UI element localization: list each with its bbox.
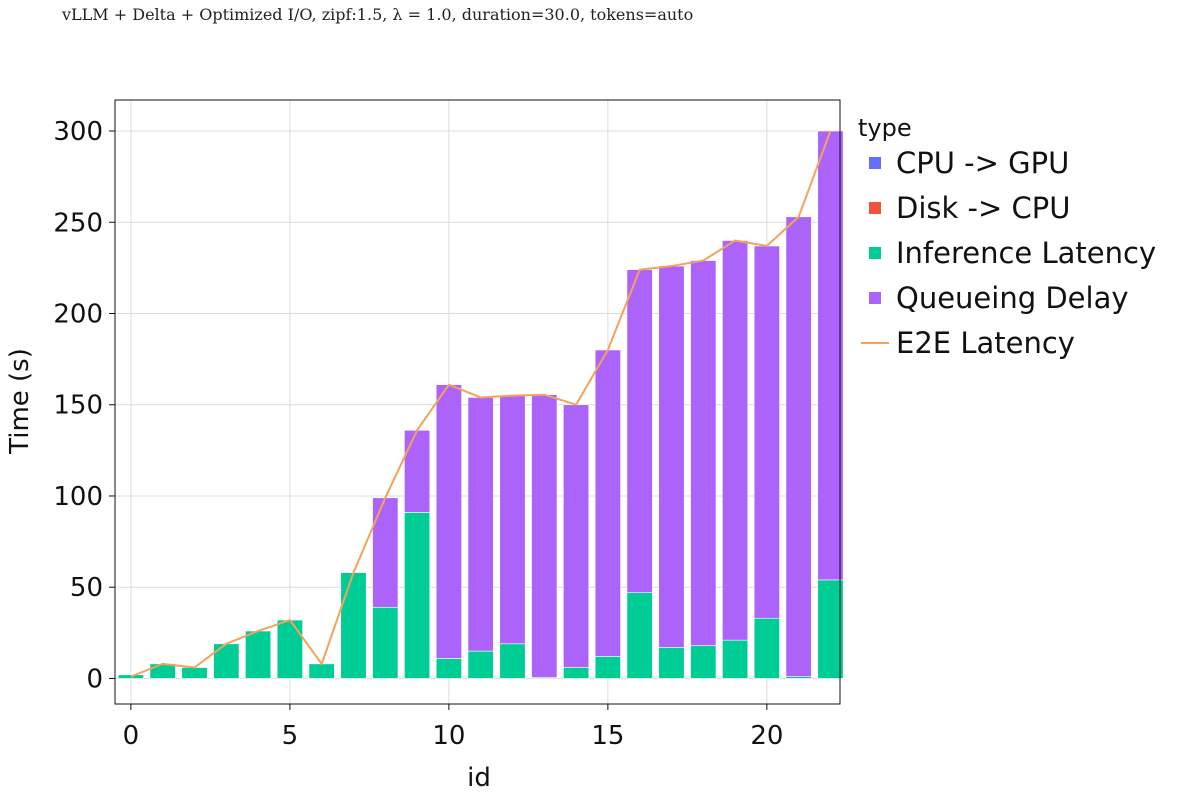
bar-queueing-delay — [658, 265, 685, 648]
bar-inference-latency — [467, 650, 494, 679]
legend: type CPU -> GPU Disk -> CPU Inference Laten… — [858, 114, 1156, 360]
bar-inference-latency — [753, 617, 780, 679]
x-tick-label: 20 — [750, 721, 783, 751]
bar-inference-latency — [817, 579, 844, 679]
y-tick-label: 100 — [53, 482, 103, 512]
bar-queueing-delay — [753, 245, 780, 619]
plot-frame — [114, 99, 841, 705]
x-tick-label: 0 — [123, 721, 140, 751]
legend-swatch — [869, 202, 881, 214]
y-tick-label: 250 — [53, 208, 103, 238]
bar-inference-latency — [181, 667, 208, 679]
bars — [117, 130, 844, 679]
bar-queueing-delay — [722, 240, 749, 641]
bar-queueing-delay — [435, 384, 462, 659]
y-tick-label: 150 — [53, 391, 103, 421]
bar-queueing-delay — [499, 395, 526, 645]
bar-inference-latency — [213, 643, 240, 679]
bar-queueing-delay — [404, 429, 431, 513]
y-tick-label: 0 — [86, 664, 103, 694]
bar-queueing-delay — [372, 497, 399, 608]
bar-queueing-delay — [626, 269, 653, 593]
x-tick-label: 10 — [432, 721, 465, 751]
legend-swatch — [869, 157, 881, 169]
bar-inference-latency — [563, 667, 590, 679]
y-axis-label: Time (s) — [5, 348, 35, 455]
legend-label: Inference Latency — [896, 236, 1156, 270]
bar-inference-latency — [340, 572, 367, 679]
legend-label: Disk -> CPU — [896, 191, 1070, 225]
bar-inference-latency — [276, 619, 303, 679]
bar-inference-latency — [404, 512, 431, 679]
bar-queueing-delay — [690, 260, 717, 646]
y-ticks: 0 50 100 150 200 250 300 — [53, 117, 115, 694]
bar-queueing-delay — [467, 397, 494, 652]
bar-inference-latency — [499, 643, 526, 679]
bar-inference-latency — [435, 658, 462, 679]
y-tick-label: 300 — [53, 117, 103, 147]
bar-queueing-delay — [531, 394, 558, 678]
y-tick-label: 200 — [53, 299, 103, 329]
legend-label: CPU -> GPU — [896, 146, 1069, 180]
bar-queueing-delay — [563, 404, 590, 668]
bar-inference-latency — [149, 663, 176, 679]
legend-label: Queueing Delay — [896, 281, 1129, 315]
legend-title: type — [858, 114, 912, 142]
bar-queueing-delay — [785, 216, 812, 677]
line-layer — [130, 130, 832, 678]
legend-swatch — [869, 247, 881, 259]
chart-title: vLLM + Delta + Optimized I/O, zipf:1.5, … — [61, 5, 693, 24]
bar-inference-latency — [722, 639, 749, 679]
line-e2e-latency — [130, 130, 832, 678]
bar-inference-latency — [626, 592, 653, 679]
bar-inference-latency — [658, 647, 685, 679]
bar-inference-latency — [690, 645, 717, 679]
bar-inference-latency — [372, 606, 399, 679]
x-tick-label: 15 — [591, 721, 624, 751]
legend-label: E2E Latency — [896, 326, 1075, 360]
x-axis-label: id — [467, 763, 491, 793]
bar-queueing-delay — [817, 130, 844, 581]
bar-inference-latency — [594, 656, 621, 679]
x-tick-label: 5 — [282, 721, 299, 751]
bar-queueing-delay — [594, 349, 621, 657]
y-tick-label: 50 — [70, 573, 103, 603]
legend-swatch — [869, 292, 881, 304]
x-ticks: 0 5 10 15 20 — [123, 704, 783, 751]
bar-inference-latency — [245, 630, 272, 679]
bar-inference-latency — [308, 663, 335, 679]
